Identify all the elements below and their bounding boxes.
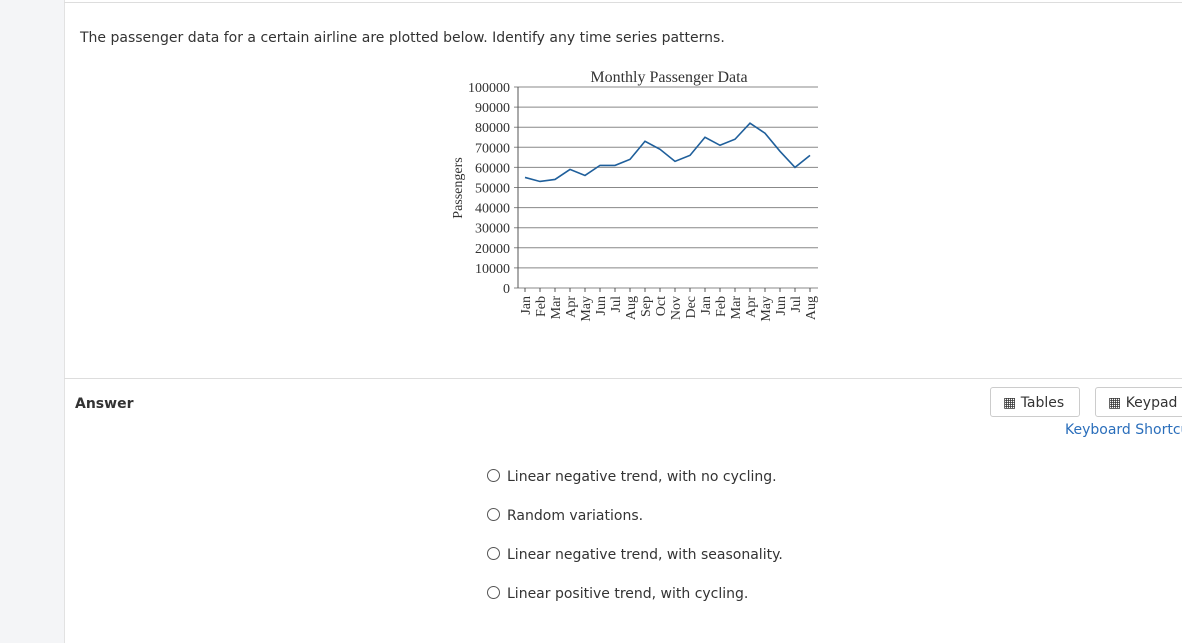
x-tick-label: Mar — [549, 296, 564, 320]
y-tick-label: 40000 — [475, 202, 510, 217]
x-tick-label: Jun — [774, 296, 789, 315]
y-tick-label: 90000 — [475, 101, 510, 116]
divider — [64, 378, 1182, 379]
y-tick-label: 50000 — [475, 182, 510, 197]
option-text: Linear positive trend, with cycling. — [507, 586, 749, 602]
x-tick-label: Dec — [684, 296, 699, 319]
option-text: Linear negative trend, with no cycling. — [507, 469, 777, 485]
button-label: Keypad — [1125, 395, 1178, 411]
x-tick-label: May — [759, 296, 774, 322]
top-border — [64, 2, 1182, 3]
data-line — [524, 122, 811, 183]
y-tick-label: 80000 — [475, 121, 510, 136]
y-tick-label: 0 — [503, 282, 510, 297]
x-tick-label: Feb — [534, 296, 549, 317]
option-text: Random variations. — [507, 508, 644, 524]
x-tick-label: Jan — [519, 296, 534, 315]
y-tick-label: 30000 — [475, 222, 510, 237]
tables-button[interactable]: ▦ Tables — [990, 387, 1080, 417]
keyboard-shortcuts-link[interactable]: Keyboard Shortcuts — [1065, 422, 1182, 438]
option[interactable]: Linear positive trend, with cycling. — [487, 586, 748, 602]
x-tick-label: Jul — [789, 296, 804, 312]
y-tick-label: 20000 — [475, 242, 510, 257]
x-tick-label: Mar — [729, 296, 744, 320]
option[interactable]: Linear negative trend, with no cycling. — [487, 469, 777, 485]
chart-title: Monthly Passenger Data — [590, 69, 747, 86]
option[interactable]: Random variations. — [487, 508, 643, 524]
y-tick-label: 70000 — [475, 141, 510, 156]
x-tick-label: Apr — [744, 296, 759, 318]
x-tick-label: Feb — [714, 296, 729, 317]
x-tick-label: Oct — [654, 296, 669, 316]
y-tick-label: 10000 — [475, 262, 510, 277]
y-tick-label: 60000 — [475, 161, 510, 176]
x-tick-label: Apr — [564, 296, 579, 318]
option-text: Linear negative trend, with seasonality. — [507, 547, 783, 563]
chart: Monthly Passenger Data Passengers 0 10000… — [451, 69, 819, 322]
keypad-button[interactable]: ▦ Keypad — [1095, 387, 1182, 417]
x-tick-label: Aug — [624, 296, 639, 320]
x-tick-label: Jan — [699, 296, 714, 315]
answer-label: Answer — [75, 396, 134, 412]
y-tick-label: 100000 — [468, 81, 510, 96]
sidebar — [0, 0, 65, 643]
option[interactable]: Linear negative trend, with seasonality. — [487, 547, 783, 563]
x-tick-label: Aug — [804, 296, 819, 320]
x-tick-label: Nov — [669, 296, 684, 320]
y-axis-label: Passengers — [451, 157, 466, 218]
button-label: Tables — [1020, 395, 1065, 411]
x-tick-label: Sep — [639, 296, 654, 317]
question: The passenger data for a certain airline… — [80, 30, 725, 46]
x-tick-label: Jun — [594, 296, 609, 315]
x-tick-label: May — [579, 296, 594, 322]
x-tick-label: Jul — [609, 296, 624, 312]
